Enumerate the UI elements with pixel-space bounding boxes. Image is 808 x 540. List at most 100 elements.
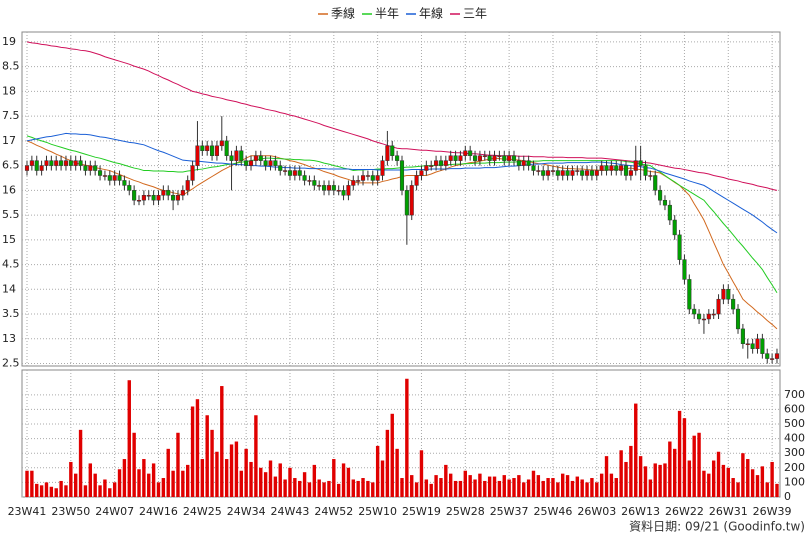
candle-body (117, 175, 122, 181)
candle-body (687, 279, 692, 310)
volume-bar (448, 473, 453, 497)
candle-body (585, 170, 590, 176)
volume-bar (517, 475, 521, 497)
volume-bar (317, 479, 321, 497)
candle-body (253, 155, 258, 161)
volume-bar (341, 463, 346, 497)
volume-bar (658, 464, 662, 497)
x-tick-label: 25W19 (402, 505, 441, 518)
volume-bar (741, 453, 745, 497)
volume-bar (78, 429, 83, 497)
candle-body (472, 155, 478, 161)
candle-body (356, 180, 361, 182)
volume-bar (429, 483, 433, 497)
candle-body (297, 170, 302, 176)
candle-body (482, 155, 487, 157)
volume-bar (570, 480, 575, 497)
volume-bar (687, 460, 692, 497)
ma-line (26, 41, 778, 191)
volume-bar (220, 386, 224, 497)
candle-body (731, 298, 736, 310)
candle-body (760, 338, 765, 354)
x-tick-label: 25W37 (490, 505, 529, 518)
volume-bar (361, 478, 365, 497)
volume-bar (69, 461, 73, 497)
y-tick-label: 16 (2, 183, 16, 196)
volume-bar (166, 448, 170, 497)
y-tick-label: 15 (2, 233, 16, 246)
volume-bar (663, 463, 667, 497)
x-tick-label: 23W41 (8, 505, 47, 518)
candle-body (88, 165, 93, 171)
candle-body (672, 219, 677, 236)
volume-bar (103, 479, 107, 497)
candle-body (434, 160, 439, 166)
candle-body (132, 190, 137, 201)
volume-bar (244, 448, 248, 497)
candle-body (49, 160, 54, 166)
volume-bar (30, 470, 34, 497)
volume-bar (98, 485, 102, 497)
candle-body (721, 289, 726, 300)
volume-bar (638, 456, 643, 497)
x-tick-label: 26W39 (753, 505, 792, 518)
volume-bar (561, 473, 565, 497)
candle-body (59, 160, 64, 166)
candle-body (390, 145, 395, 156)
volume-bar (750, 469, 755, 497)
price-frame (21, 31, 781, 367)
candle-body (653, 175, 658, 191)
x-tick-label: 26W22 (665, 505, 704, 518)
x-tick-label: 26W31 (709, 505, 748, 518)
legend-label: 年線 (419, 6, 443, 21)
candle-body (458, 155, 463, 161)
volume-bar (434, 475, 438, 497)
candle-body (619, 165, 624, 171)
x-tick-label: 25W10 (358, 505, 397, 518)
candle-body (136, 199, 142, 202)
candle-body (224, 140, 229, 156)
candle-body (399, 160, 405, 191)
candle-body (638, 160, 643, 166)
volume-bar (336, 483, 341, 497)
volume-bar (736, 482, 740, 497)
volume-bar (526, 479, 531, 497)
y2-tick-label: 0 (784, 490, 791, 503)
volume-bar (648, 479, 653, 497)
candle-body (701, 318, 706, 321)
candle-body (351, 180, 356, 186)
candle-body (234, 150, 239, 161)
candle-body (648, 175, 653, 177)
candle-body (146, 195, 151, 197)
candle-body (278, 165, 283, 171)
candle-body (258, 155, 263, 161)
candle-body (750, 343, 755, 349)
candle-body (322, 185, 327, 191)
candle-body (287, 170, 293, 176)
candle-body (487, 155, 492, 161)
y-tick-label: 3.5 (2, 307, 20, 320)
x-tick-label: 25W46 (534, 505, 573, 518)
candle-body (127, 185, 132, 191)
volume-bar (288, 467, 292, 497)
candle-body (507, 155, 512, 161)
candle-body (93, 165, 98, 171)
candle-body (735, 308, 741, 330)
candle-body (550, 170, 556, 172)
volume-bar (595, 482, 599, 497)
volume-bar (453, 480, 458, 497)
volume-bar (400, 478, 404, 497)
volume-bar (711, 460, 716, 497)
candle-body (317, 185, 322, 187)
volume-bar (25, 470, 29, 497)
candle-body (453, 155, 458, 161)
candle-body (555, 170, 560, 176)
volume-bar (619, 450, 623, 497)
candle-body (54, 160, 59, 166)
candle-body (492, 155, 497, 161)
candle-body (623, 165, 629, 176)
volume-bar (536, 475, 541, 497)
volume-bar (585, 482, 589, 497)
volume-bar (44, 482, 49, 497)
